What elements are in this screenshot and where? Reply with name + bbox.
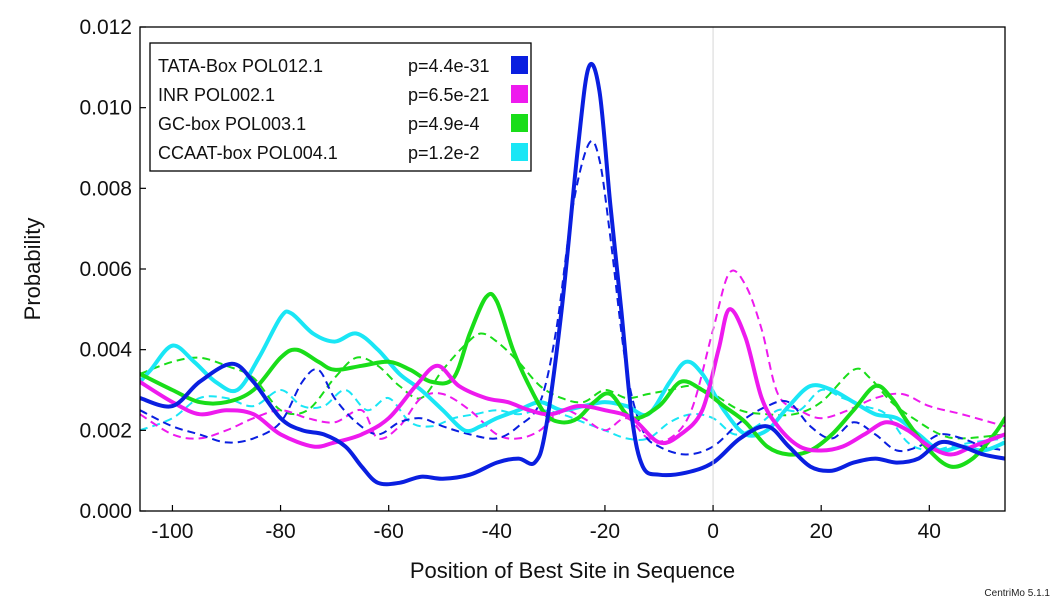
- y-tick-label: 0.010: [79, 97, 132, 120]
- legend-label: INR POL002.1: [158, 85, 275, 105]
- plot-lines: [140, 61, 1005, 487]
- legend-swatch: [511, 143, 528, 161]
- series-line-tata-box-pol012-1-dashed: [140, 139, 1005, 456]
- legend-label: TATA-Box POL012.1: [158, 56, 323, 76]
- legend-label: GC-box POL003.1: [158, 114, 306, 134]
- series-line-ccaat-box-pol004-1: [140, 309, 1005, 453]
- series-line-tata-box-pol012-1: [140, 61, 1005, 487]
- legend-box: [149, 42, 532, 172]
- y-tick-label: 0.002: [79, 419, 132, 442]
- legend-swatch: [511, 56, 528, 74]
- y-tick-label: 0.012: [79, 16, 132, 39]
- x-tick-label: 40: [918, 520, 941, 543]
- x-tick-label: 20: [810, 520, 833, 543]
- legend-label: CCAAT-box POL004.1: [158, 143, 338, 163]
- x-axis-title: Position of Best Site in Sequence: [410, 558, 735, 583]
- x-tick-label: -80: [265, 520, 295, 543]
- legend-pvalue: p=6.5e-21: [408, 85, 490, 105]
- y-tick-label: 0.004: [79, 339, 132, 362]
- y-tick-label: 0.008: [79, 177, 132, 200]
- series-line-inr-pol002-1: [140, 307, 1005, 457]
- credit-label: CentriMo 5.1.1: [984, 588, 1050, 599]
- x-tick-label: -20: [590, 520, 620, 543]
- series-line-gc-box-pol003-1: [140, 291, 1005, 469]
- x-tick-label: 0: [707, 520, 719, 543]
- legend-swatch: [511, 114, 528, 132]
- legend-pvalue: p=4.4e-31: [408, 56, 490, 76]
- x-tick-label: -100: [151, 520, 193, 543]
- x-tick-label: -40: [482, 520, 512, 543]
- x-tick-label: -60: [374, 520, 404, 543]
- y-tick-label: 0.000: [79, 500, 132, 523]
- legend-pvalue: p=4.9e-4: [408, 114, 480, 134]
- legend-pvalue: p=1.2e-2: [408, 143, 480, 163]
- series-line-inr-pol002-1-dashed: [140, 269, 1005, 443]
- legend-swatch: [511, 85, 528, 103]
- legend: TATA-Box POL012.1 p=4.4e-31 INR POL002.1 p=…: [149, 42, 532, 172]
- y-axis: 0.000 0.002 0.004 0.006 0.008 0.010 0.012: [79, 16, 146, 523]
- series-line-gc-box-pol003-1-dashed: [140, 332, 1005, 440]
- x-axis: -100 -80 -60 -40 -20 0 20 40: [151, 505, 941, 543]
- y-axis-title: Probability: [20, 218, 45, 321]
- y-tick-label: 0.006: [79, 258, 132, 281]
